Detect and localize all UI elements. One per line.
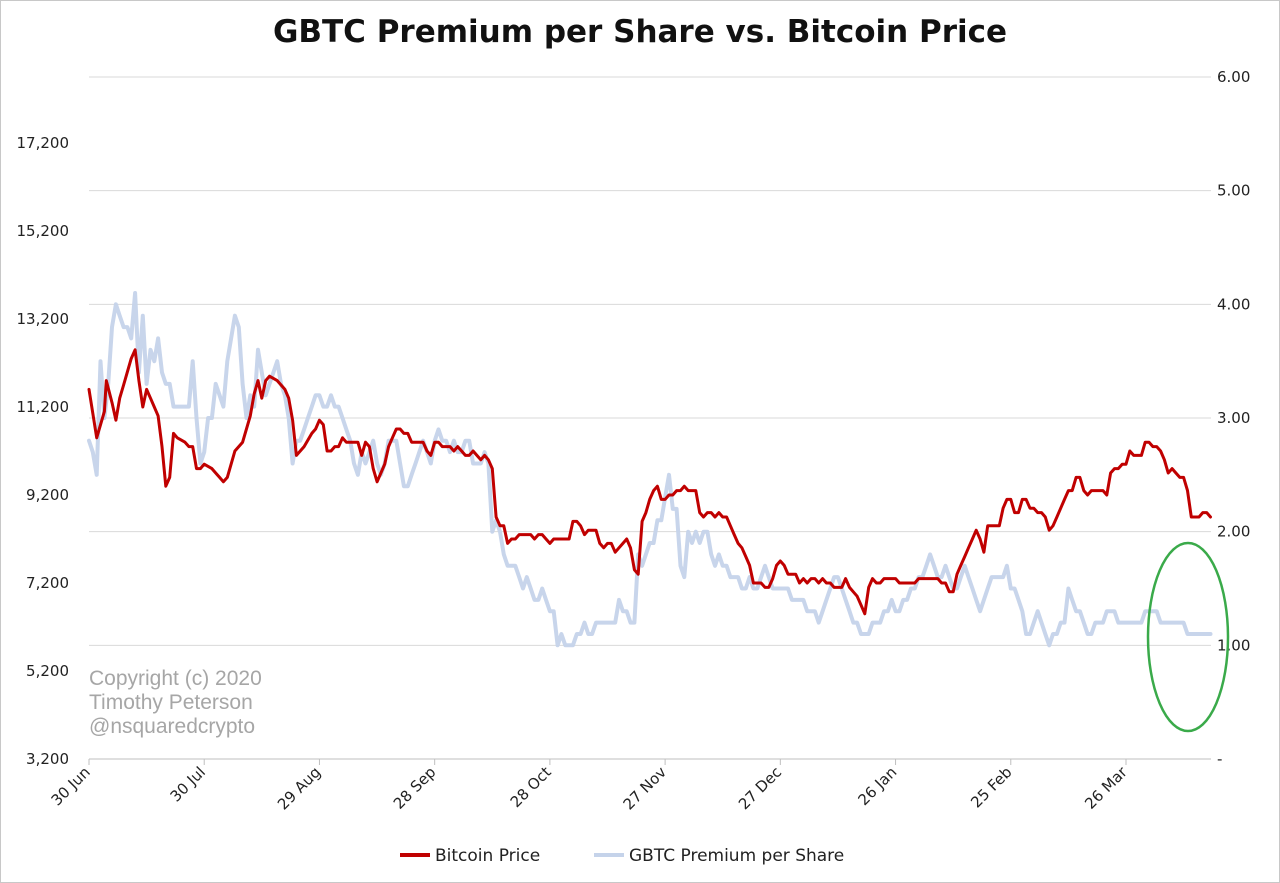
watermark-line-2: Timothy Peterson [89,691,253,714]
left-tick-label: 9,200 [26,486,69,504]
left-tick-label: 3,200 [26,750,69,768]
series-line-gbtc-premium [87,291,1213,648]
x-tick-label: 27 Dec [735,763,785,813]
x-tick-label: 26 Jan [854,763,900,809]
left-tick-label: 15,200 [17,222,70,240]
legend-label-gbtc-premium: GBTC Premium per Share [629,846,844,866]
watermark-line-1: Copyright (c) 2020 [89,667,262,690]
watermark: Copyright (c) 2020 Timothy Peterson @nsq… [89,667,262,739]
left-tick-label: 13,200 [17,310,70,328]
x-tick-label: 25 Feb [967,763,1015,811]
right-tick-label: 1.00 [1217,636,1250,654]
right-tick-label: 6.00 [1217,68,1250,86]
x-tick-label: 30 Jun [48,763,94,809]
left-tick-label: 11,200 [17,398,70,416]
right-tick-label: 5.00 [1217,182,1250,200]
left-axis: 3,200 5,200 7,200 9,200 11,200 13,200 15,200 17… [17,134,70,768]
left-tick-label: 17,200 [17,134,70,152]
right-tick-label: 2.00 [1217,523,1250,541]
left-tick-label: 5,200 [26,662,69,680]
x-tick-label: 26 Mar [1081,763,1131,813]
right-tick-label: 4.00 [1217,295,1250,313]
highlight-ellipse [1146,541,1230,733]
legend: Bitcoin Price GBTC Premium per Share [400,846,844,866]
chart-title: GBTC Premium per Share vs. Bitcoin Price [272,14,1008,50]
left-tick-label: 7,200 [26,574,69,592]
right-tick-label: 3.00 [1217,409,1250,427]
legend-label-bitcoin-price: Bitcoin Price [435,846,540,866]
watermark-line-3: @nsquaredcrypto [89,715,256,738]
x-axis: 30 Jun 30 Jul 29 Aug 28 Sep 28 Oct 27 Nov 27 D… [48,759,1131,813]
right-tick-label: - [1217,750,1222,768]
x-tick-label: 30 Jul [167,763,209,805]
right-axis: - 1.00 2.00 3.00 4.00 5.00 6.00 [1217,68,1250,768]
series-line-bitcoin-price [87,348,1212,616]
x-tick-label: 28 Sep [390,763,440,813]
x-tick-label: 29 Aug [274,763,324,813]
x-tick-label: 28 Oct [507,763,555,811]
x-tick-label: 27 Nov [620,763,670,813]
gridlines [89,76,1211,760]
